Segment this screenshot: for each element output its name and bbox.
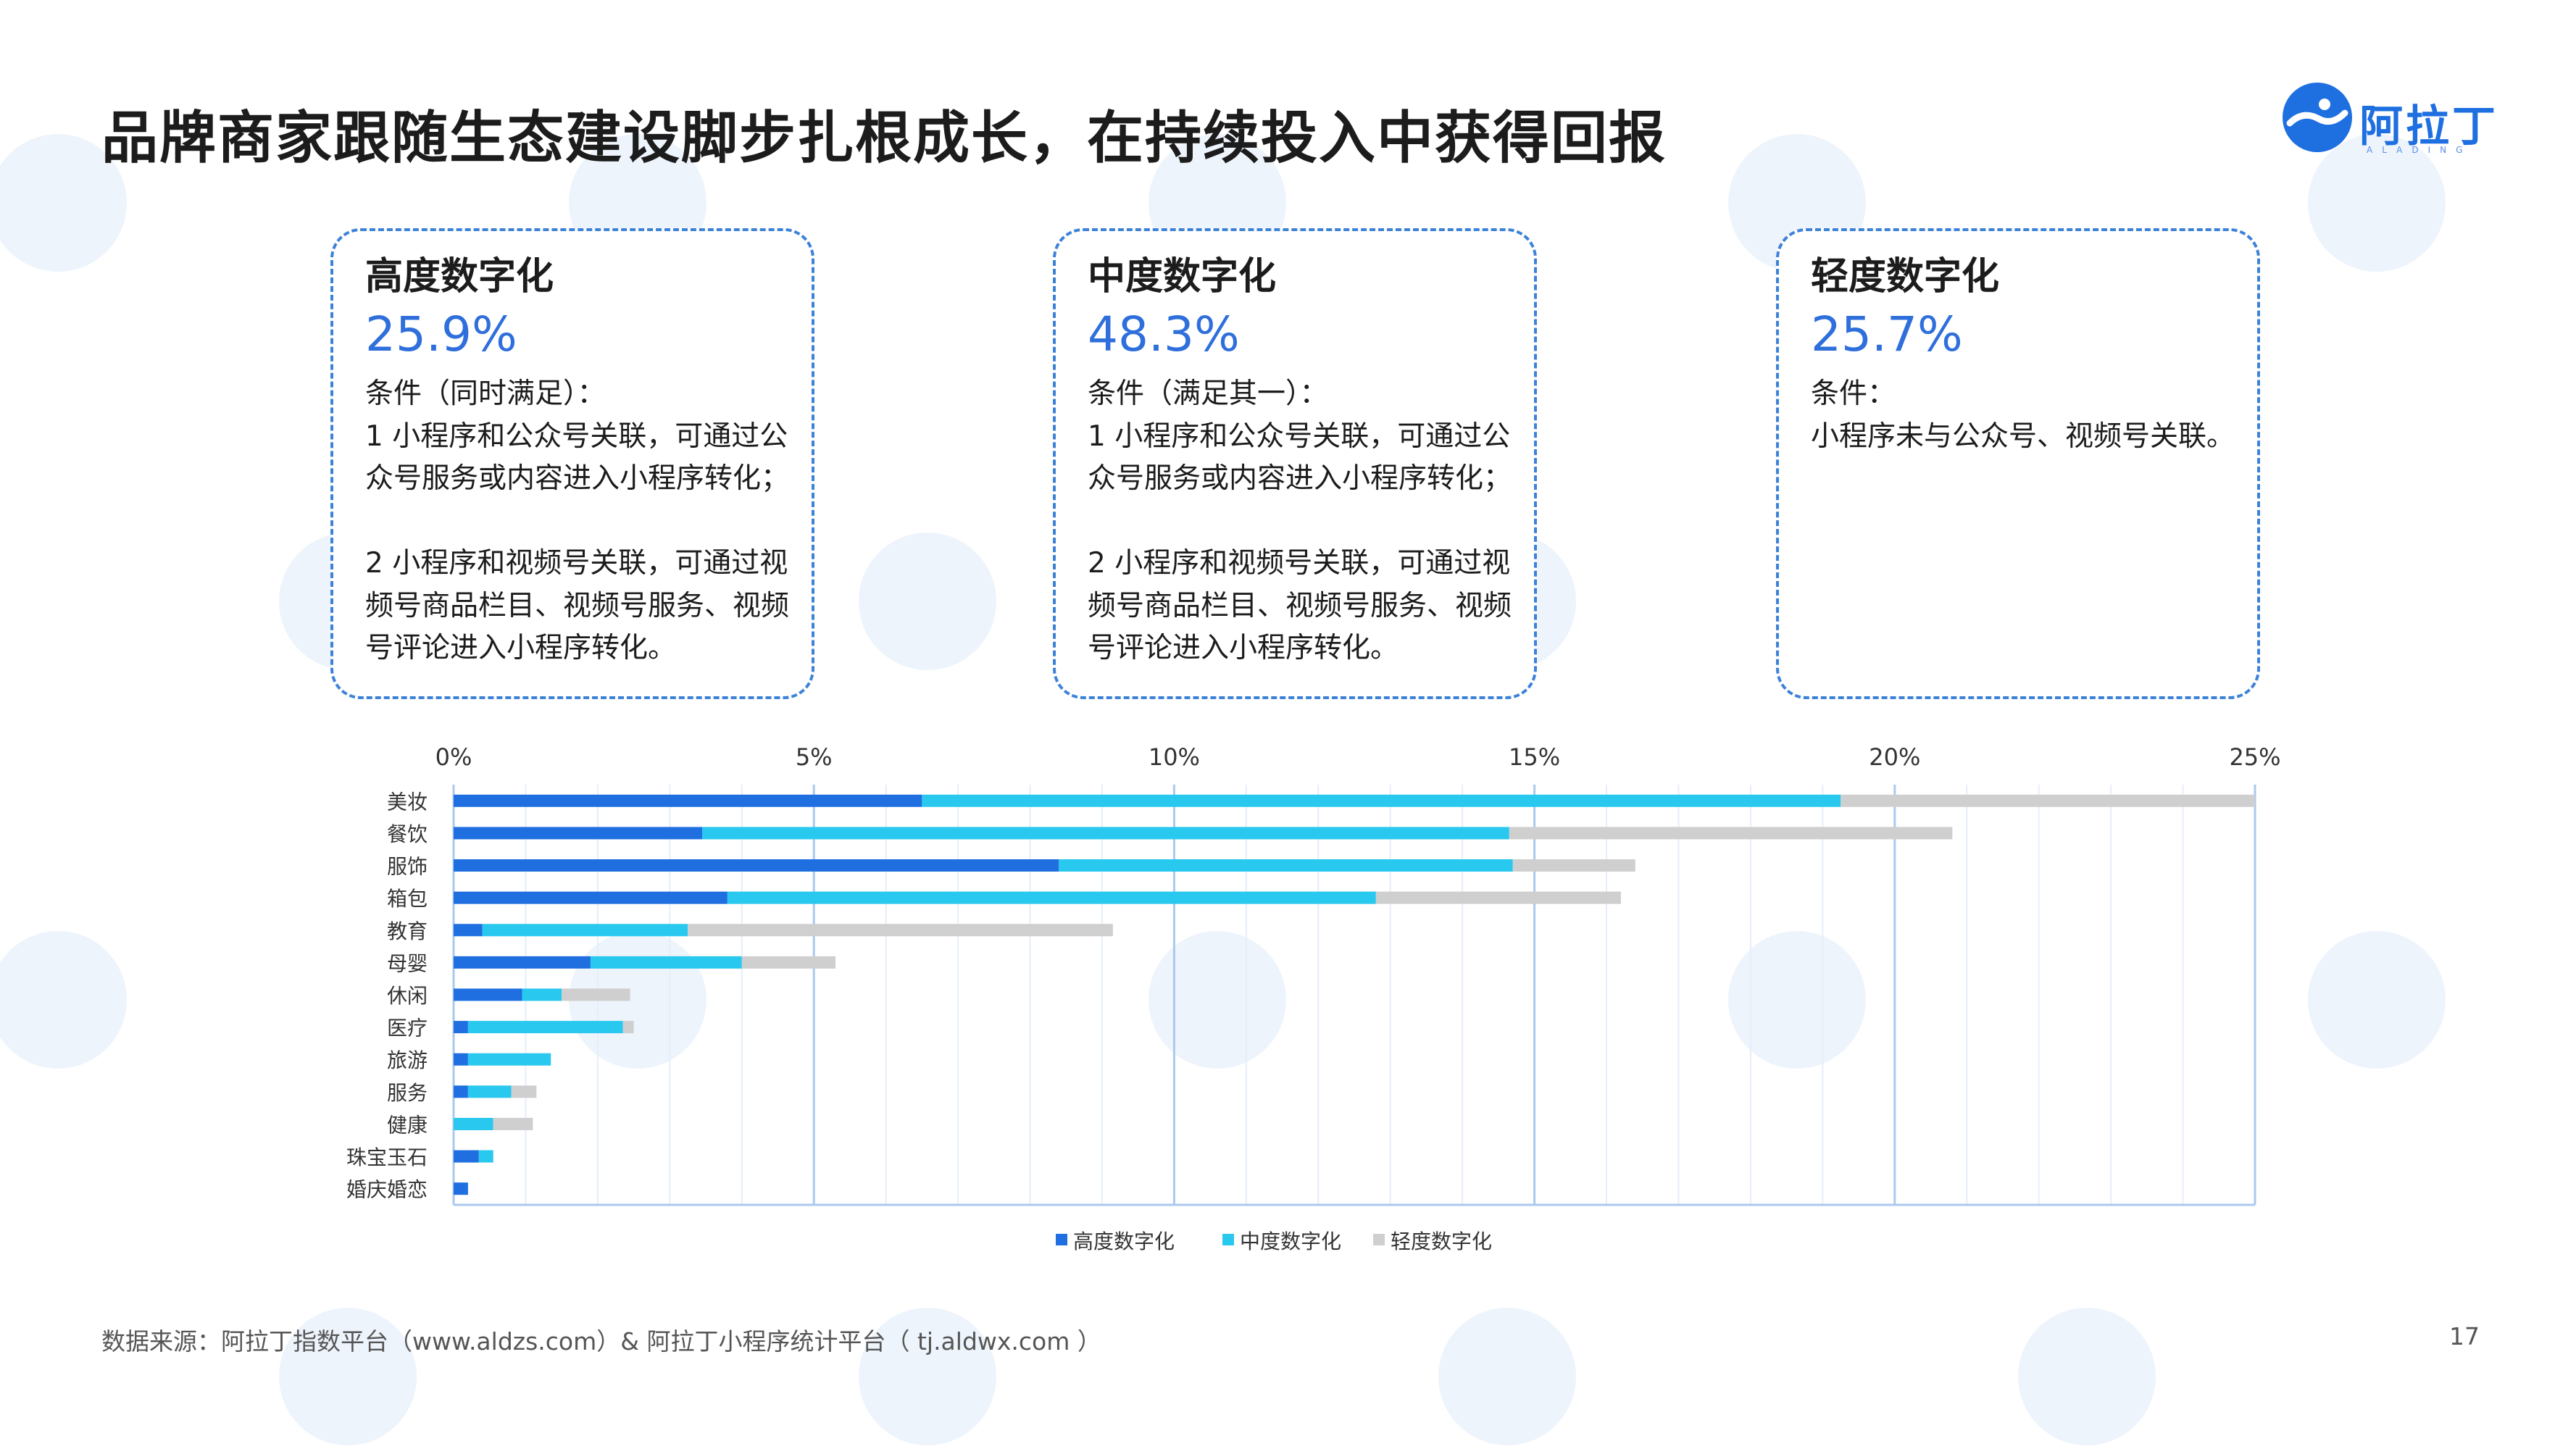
logo-text: 阿拉丁	[2359, 101, 2498, 152]
bar-segment	[1059, 859, 1513, 872]
category-label: 餐饮	[387, 822, 428, 846]
bar-segment	[688, 924, 1113, 937]
bar-segment	[1841, 794, 2255, 807]
bar-segment	[741, 956, 836, 969]
bar-segment	[622, 1021, 634, 1034]
category-label: 旅游	[387, 1048, 428, 1072]
category-label: 箱包	[387, 887, 428, 911]
watermark-circle	[859, 1308, 996, 1445]
watermark-circle	[2308, 931, 2446, 1069]
watermark-circle	[859, 533, 996, 670]
category-label: 美妆	[387, 790, 428, 814]
bar-segment	[454, 1021, 468, 1034]
bar-segment	[482, 924, 688, 937]
bar-segment	[467, 1085, 512, 1098]
data-source-note: 数据来源：阿拉丁指数平台（www.aldzs.com）& 阿拉丁小程序统计平台（…	[101, 1327, 1101, 1356]
bar-segment	[1509, 827, 1953, 840]
category-label: 母婴	[387, 951, 428, 975]
bar-segment	[511, 1085, 537, 1098]
category-label: 珠宝玉石	[346, 1145, 428, 1169]
bar-segment	[493, 1117, 533, 1130]
card-description: 条件： 小程序未与公众号、视频号关联。	[1811, 377, 2235, 453]
category-label: 医疗	[387, 1016, 428, 1040]
legend-swatch	[1056, 1234, 1067, 1245]
bar-segment	[522, 988, 562, 1001]
card-description: 条件（满足其一）： 1 小程序和公众号关联，可通过公众号服务或内容进入小程序转化…	[1088, 377, 1512, 664]
legend-swatch	[1222, 1234, 1234, 1245]
bar-segment	[454, 1085, 468, 1098]
card-title: 轻度数字化	[1811, 255, 2000, 298]
category-label: 教育	[387, 919, 428, 943]
bar-segment	[1512, 859, 1635, 872]
legend-label: 高度数字化	[1073, 1229, 1175, 1253]
card-title: 中度数字化	[1088, 255, 1277, 298]
bar-segment	[454, 1117, 493, 1130]
bar-segment	[702, 827, 1509, 840]
legend-label: 轻度数字化	[1391, 1229, 1492, 1253]
bar-segment	[922, 794, 1841, 807]
x-tick-label: 5%	[796, 743, 833, 771]
watermark-circle	[2018, 1308, 2156, 1445]
bar-segment	[454, 1053, 468, 1066]
category-label: 服饰	[387, 855, 428, 879]
bar-segment	[454, 924, 483, 937]
watermark-circle	[0, 931, 127, 1069]
card-title: 高度数字化	[365, 255, 554, 298]
watermark-circle	[1149, 931, 1286, 1069]
bar-segment	[562, 988, 630, 1001]
x-tick-label: 20%	[1869, 743, 1920, 771]
watermark-circle	[2308, 134, 2446, 272]
bar-segment	[478, 1150, 493, 1163]
bar-segment	[467, 1053, 551, 1066]
card-description: 条件（同时满足）： 1 小程序和公众号关联，可通过公众号服务或内容进入小程序转化…	[365, 377, 790, 664]
category-label: 婚庆婚恋	[346, 1178, 428, 1202]
category-label: 休闲	[387, 984, 428, 1008]
category-label: 健康	[387, 1113, 428, 1137]
legend-label: 中度数字化	[1240, 1229, 1341, 1253]
bar-segment	[1375, 891, 1621, 904]
bar-segment	[590, 956, 742, 969]
x-tick-label: 15%	[1509, 743, 1560, 771]
bar-segment	[454, 794, 922, 807]
watermark-circle	[1728, 931, 1866, 1069]
bar-segment	[454, 827, 703, 840]
x-tick-label: 25%	[2229, 743, 2280, 771]
card-medium-digitalization: 中度数字化 48.3% 条件（满足其一）： 1 小程序和公众号关联，可通过公众号…	[1053, 228, 1537, 699]
bar-segment	[727, 891, 1376, 904]
watermark-circle	[279, 1308, 417, 1445]
bar-segment	[454, 988, 522, 1001]
bar-segment	[454, 956, 591, 969]
logo-icon	[2283, 83, 2352, 152]
bar-segment	[467, 1021, 623, 1034]
aladin-logo: 阿拉丁 ALADING	[2281, 81, 2496, 161]
card-percentage: 48.3%	[1088, 306, 1240, 362]
page-title: 品牌商家跟随生态建设脚步扎根成长，在持续投入中获得回报	[101, 106, 1667, 171]
card-high-digitalization: 高度数字化 25.9% 条件（同时满足）： 1 小程序和公众号关联，可通过公众号…	[330, 228, 814, 699]
bar-segment	[454, 1150, 479, 1163]
card-percentage: 25.9%	[365, 306, 517, 362]
bar-segment	[454, 891, 728, 904]
card-light-digitalization: 轻度数字化 25.7% 条件： 小程序未与公众号、视频号关联。	[1776, 228, 2260, 699]
x-tick-label: 0%	[435, 743, 472, 771]
category-label: 服务	[387, 1081, 428, 1105]
legend-swatch	[1373, 1234, 1385, 1245]
bar-segment	[454, 1182, 468, 1195]
x-tick-label: 10%	[1149, 743, 1200, 771]
watermark-circle	[1438, 1308, 1576, 1445]
page-number: 17	[2449, 1322, 2480, 1350]
logo-subtext: ALADING	[2367, 145, 2472, 155]
watermark-circle	[0, 134, 127, 272]
card-percentage: 25.7%	[1811, 306, 1963, 362]
bar-segment	[454, 859, 1059, 872]
